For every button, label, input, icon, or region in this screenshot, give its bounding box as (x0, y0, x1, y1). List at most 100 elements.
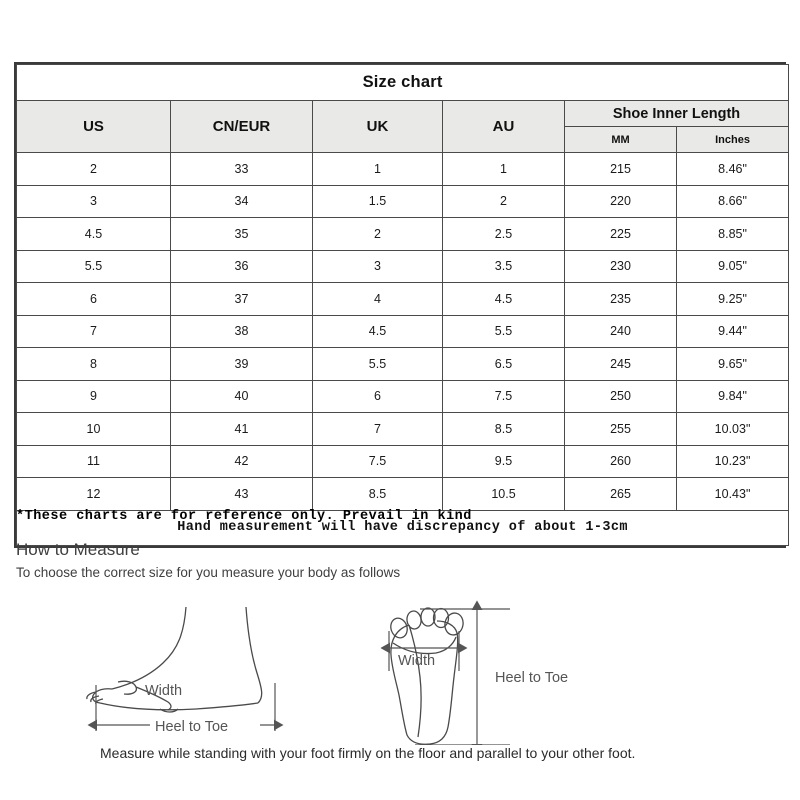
column-header-us: US (16, 100, 171, 153)
table-cell: 5.5 (312, 347, 443, 381)
disclaimer-text: *These charts are for reference only. Pr… (16, 509, 472, 524)
table-cell: 6.5 (442, 347, 565, 381)
table-cell: 42 (170, 444, 313, 478)
table-cell: 7 (16, 314, 171, 348)
table-cell: 8.46" (675, 152, 790, 186)
table-cell: 34 (170, 184, 313, 218)
table-cell: 33 (170, 152, 313, 186)
table-row: 3 34 1.5 2 220 8.66" (16, 184, 790, 218)
table-cell: 8.66" (675, 184, 790, 218)
table-cell: 240 (564, 314, 677, 348)
page-title: Size chart (15, 64, 790, 101)
table-row: 4.5 35 2 2.5 225 8.85" (16, 217, 790, 251)
table-row: 8 39 5.5 6.5 245 9.65" (16, 347, 790, 381)
table-row: 12 43 8.5 10.5 265 10.43" (16, 477, 790, 511)
sole-view-width-label: Width (398, 653, 435, 669)
table-cell: 2.5 (442, 217, 565, 251)
table-cell: 9.84" (675, 379, 790, 413)
table-header-row-1: US CN/EUR UK AU Shoe Inner Length (16, 100, 790, 153)
table-cell: 10.23" (675, 444, 790, 478)
table-cell: 220 (564, 184, 677, 218)
table-cell: 230 (564, 249, 677, 283)
table-cell: 37 (170, 282, 313, 316)
table-cell: 215 (564, 152, 677, 186)
column-header-shoe-inner-length: Shoe Inner Length (563, 100, 790, 127)
table-cell: 255 (564, 412, 677, 446)
table-cell: 6 (16, 282, 171, 316)
table-cell: 2 (312, 217, 443, 251)
table-cell: 9.65" (675, 347, 790, 381)
table-cell: 11 (16, 444, 171, 478)
table-cell: 38 (170, 314, 313, 348)
table-cell: 8 (16, 347, 171, 381)
table-cell: 40 (170, 379, 313, 413)
table-cell: 7 (312, 412, 443, 446)
table-cell: 12 (16, 477, 171, 511)
side-view-width-label: Width (145, 683, 182, 699)
table-cell: 3 (16, 184, 171, 218)
footer-note: Hand measurement will have discrepancy o… (15, 509, 790, 546)
table-cell: 9.5 (442, 444, 565, 478)
table-body: 2 33 1 1 215 8.46" 3 34 1.5 2 220 8.66" 4.5 35 2 2.5 225… (16, 152, 790, 511)
table-cell: 8.85" (675, 217, 790, 251)
foot-measurement-diagrams: Width Heel to Toe (0, 585, 800, 745)
column-header-mm: MM (564, 126, 677, 153)
table-title-row: Size chart (15, 64, 790, 101)
table-cell: 5.5 (442, 314, 565, 348)
table-cell: 10.03" (675, 412, 790, 446)
table-cell: 3 (312, 249, 443, 283)
table-cell: 3.5 (442, 249, 565, 283)
column-header-au: AU (442, 100, 565, 153)
table-row: 5.5 36 3 3.5 230 9.05" (16, 249, 790, 283)
table-cell: 35 (170, 217, 313, 251)
sole-view-heel-to-toe-dimension (415, 600, 510, 745)
column-header-cn-eur: CN/EUR (170, 100, 313, 153)
table-cell: 4.5 (442, 282, 565, 316)
table-cell: 8.5 (442, 412, 565, 446)
table-cell: 43 (170, 477, 313, 511)
measure-caption: Measure while standing with your foot fi… (100, 745, 636, 761)
how-to-measure-heading: How to Measure (16, 540, 140, 559)
table-cell: 1.5 (312, 184, 443, 218)
how-to-measure-subheading: To choose the correct size for you measu… (16, 565, 401, 580)
table-row: 7 38 4.5 5.5 240 9.44" (16, 314, 790, 348)
table-cell: 6 (312, 379, 443, 413)
table-cell: 4.5 (16, 217, 171, 251)
table-cell: 41 (170, 412, 313, 446)
table-cell: 10.43" (675, 477, 790, 511)
table-cell: 2 (442, 184, 565, 218)
table-cell: 10.5 (442, 477, 565, 511)
table-cell: 9 (16, 379, 171, 413)
table-row: 9 40 6 7.5 250 9.84" (16, 379, 790, 413)
size-chart-table: Size chart US CN/EUR UK AU Shoe Inner Le… (14, 62, 790, 548)
table-cell: 225 (564, 217, 677, 251)
table-cell: 4 (312, 282, 443, 316)
table-row: 6 37 4 4.5 235 9.25" (16, 282, 790, 316)
table-cell: 250 (564, 379, 677, 413)
table-header-row-2: MM Inches (17, 126, 790, 153)
table-cell: 4.5 (312, 314, 443, 348)
table-cell: 235 (564, 282, 677, 316)
sole-view-heel-to-toe-label: Heel to Toe (495, 670, 568, 686)
table-cell: 265 (564, 477, 677, 511)
table-cell: 9.25" (675, 282, 790, 316)
side-label-backdrop (150, 715, 260, 735)
table-footer-note-row: Hand measurement will have discrepancy o… (15, 509, 790, 546)
side-view-foot-illustration (86, 606, 263, 713)
table-cell: 7.5 (442, 379, 565, 413)
table-row: 11 42 7.5 9.5 260 10.23" (16, 444, 790, 478)
table-cell: 36 (170, 249, 313, 283)
column-header-uk: UK (312, 100, 443, 153)
table-row: 10 41 7 8.5 255 10.03" (16, 412, 790, 446)
table-cell: 9.44" (675, 314, 790, 348)
table-cell: 245 (564, 347, 677, 381)
table-cell: 10 (16, 412, 171, 446)
table-cell: 9.05" (675, 249, 790, 283)
table-cell: 7.5 (312, 444, 443, 478)
table-cell: 2 (16, 152, 171, 186)
table-cell: 5.5 (16, 249, 171, 283)
side-view-heel-to-toe-label: Heel to Toe (155, 719, 228, 735)
sole-view-width-dimension (380, 631, 468, 671)
table-cell: 39 (170, 347, 313, 381)
column-header-inches: Inches (675, 126, 790, 153)
